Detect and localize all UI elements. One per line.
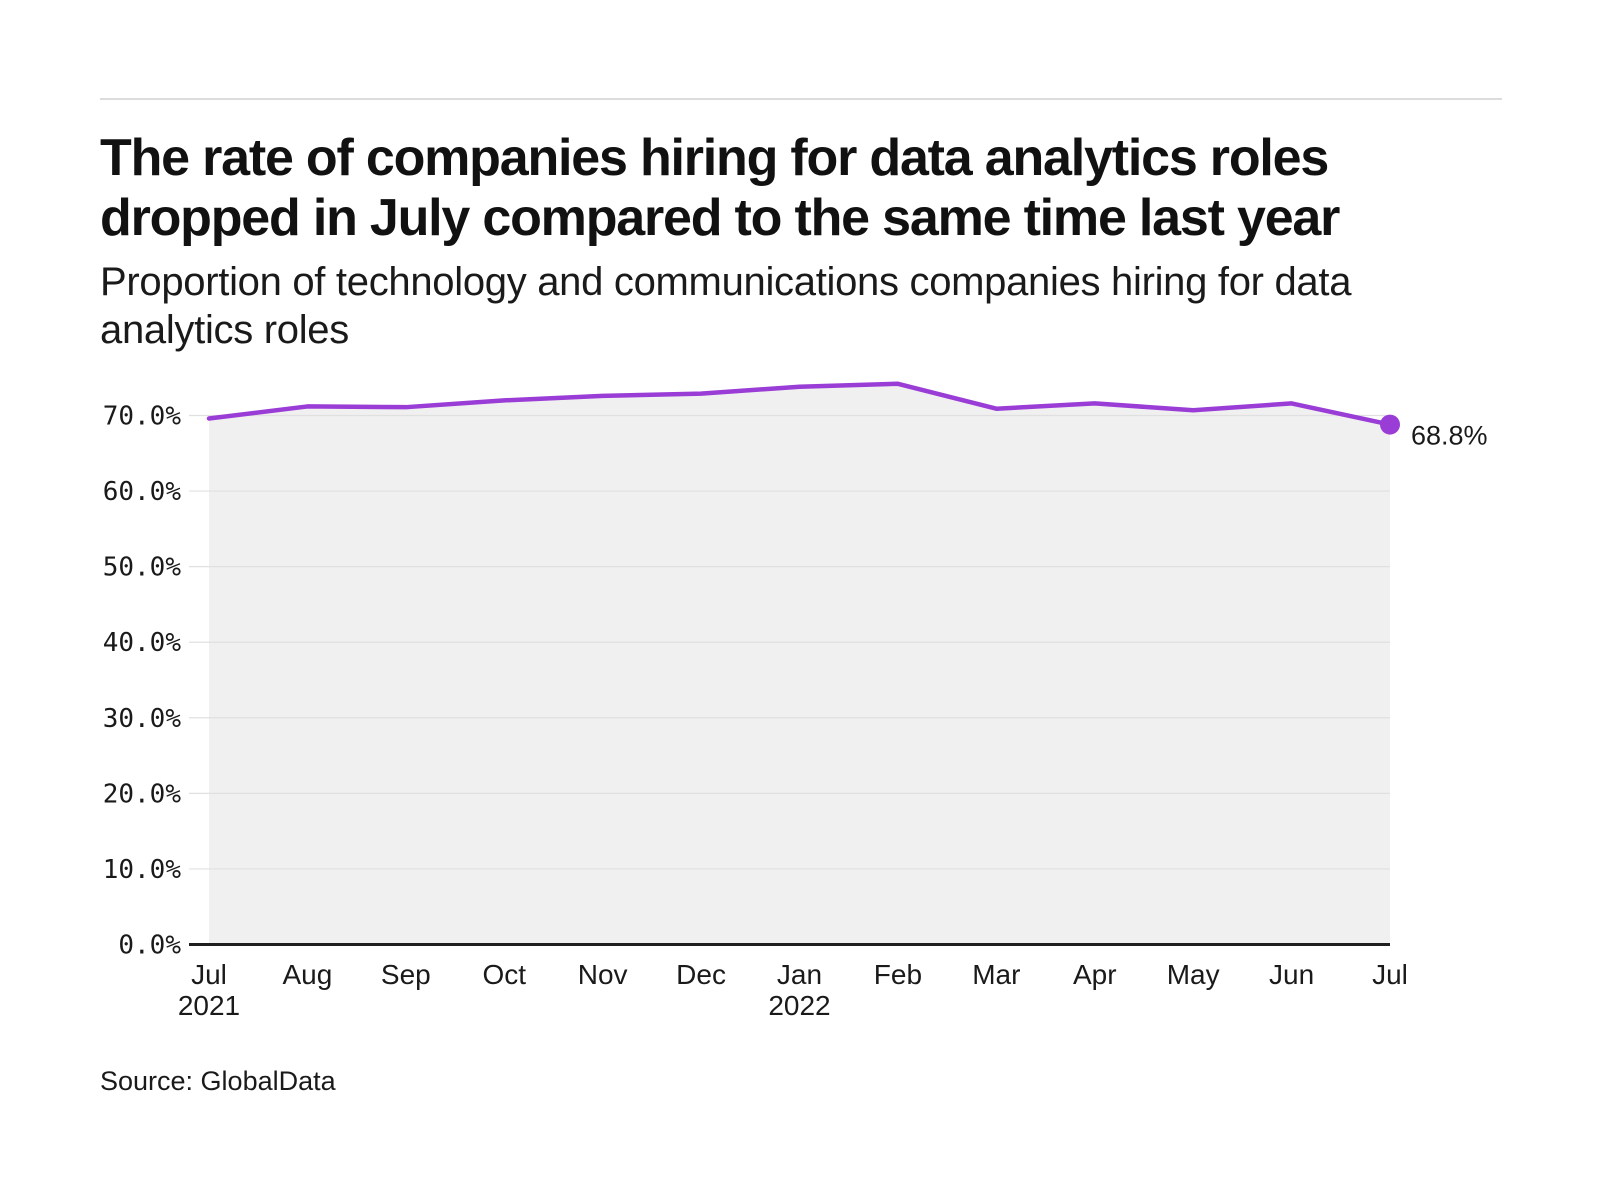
x-axis-tick-label: Jul — [1372, 959, 1408, 990]
x-axis-tick-label: Jan — [777, 959, 822, 990]
end-value-label: 68.8% — [1411, 421, 1488, 451]
chart-subtitle: Proportion of technology and communicati… — [100, 260, 1352, 352]
x-axis-tick-label: Apr — [1073, 959, 1117, 990]
y-axis-tick-label: 40.0% — [103, 628, 182, 658]
x-axis-tick-label: Nov — [578, 959, 628, 990]
x-axis-tick-label: Jul — [191, 959, 227, 990]
x-axis-tick-label: Jun — [1269, 959, 1314, 990]
x-axis-year-label: 2022 — [768, 990, 830, 1021]
y-axis-tick-label: 0.0% — [118, 931, 181, 961]
x-axis-tick-label: Oct — [482, 959, 526, 990]
y-axis-tick-label: 50.0% — [103, 553, 182, 583]
y-axis-tick-label: 60.0% — [103, 477, 182, 507]
source-note: Source: GlobalData — [100, 1066, 336, 1096]
y-axis-tick-label: 70.0% — [103, 402, 182, 432]
y-axis-tick-label: 30.0% — [103, 704, 182, 734]
page-title: The rate of companies hiring for data an… — [100, 129, 1340, 247]
trend-line — [206, 381, 1393, 427]
x-axis-tick-label: Aug — [283, 959, 333, 990]
x-axis-tick-label: May — [1167, 959, 1220, 990]
x-axis-tick-label: Feb — [874, 959, 922, 990]
x-axis-tick-label: Sep — [381, 959, 431, 990]
x-axis-year-label: 2021 — [178, 990, 240, 1021]
top-divider — [100, 98, 1502, 100]
y-axis-tick-label: 20.0% — [103, 779, 182, 809]
area-fill — [209, 383, 1390, 945]
y-axis-tick-label: 10.0% — [103, 855, 182, 885]
x-axis-tick-label: Mar — [972, 959, 1020, 990]
end-point-dot — [1380, 414, 1400, 435]
x-axis-tick-label: Dec — [676, 959, 726, 990]
